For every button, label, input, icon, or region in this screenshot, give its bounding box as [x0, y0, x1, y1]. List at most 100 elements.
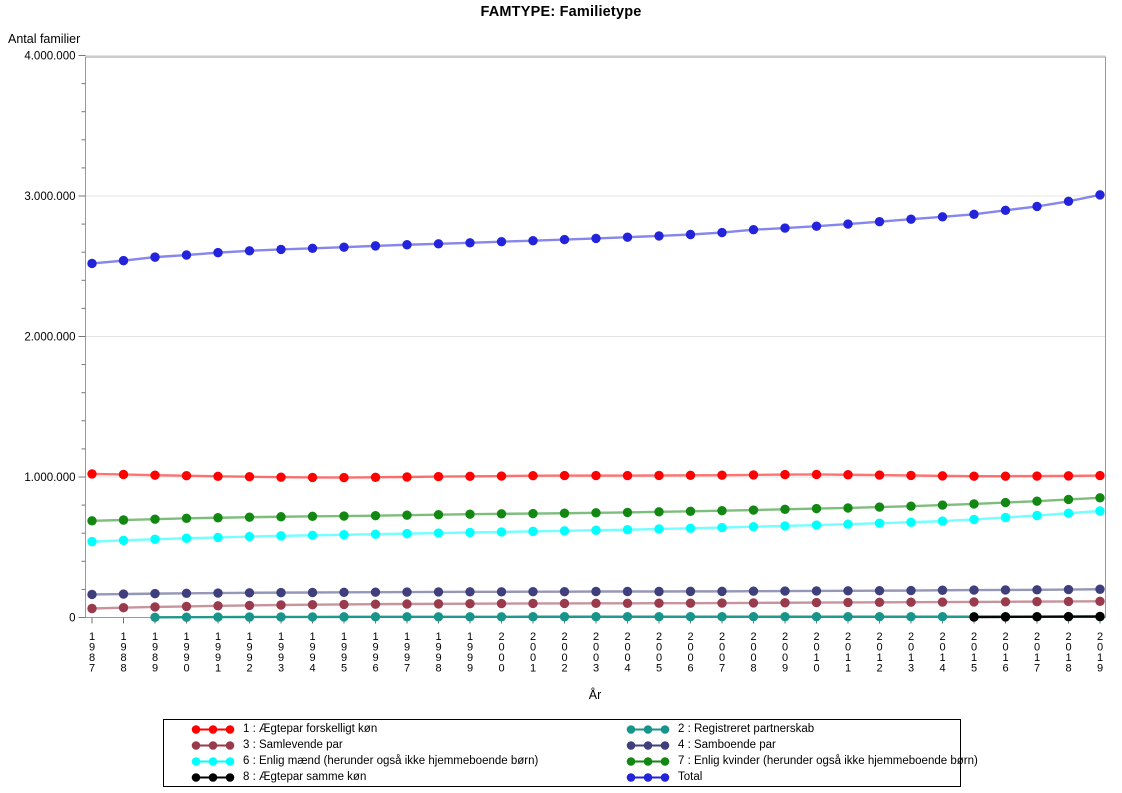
- series-marker-total: [528, 235, 538, 246]
- legend-marker-s4: [626, 740, 670, 750]
- series-marker-s4: [339, 587, 349, 598]
- series-marker-total: [937, 212, 948, 222]
- series-marker-s1: [1063, 471, 1074, 481]
- series-marker-total: [874, 217, 885, 227]
- series-marker-total: [654, 231, 664, 241]
- series-marker-s7: [402, 510, 412, 520]
- series-marker-s3: [1000, 597, 1011, 607]
- series-marker-total: [622, 232, 633, 242]
- legend-label-s3: 3 : Samlevende par: [243, 739, 343, 751]
- series-marker-s7: [181, 513, 192, 524]
- series-marker-total: [433, 239, 444, 249]
- series-marker-s4: [496, 587, 507, 597]
- series-marker-s6: [874, 518, 885, 528]
- series-marker-s4: [780, 586, 790, 596]
- series-marker-s3: [370, 599, 381, 609]
- series-marker-s1: [528, 471, 538, 481]
- legend-item-s2: 2 : Registreret partnerskab: [625, 721, 978, 737]
- series-marker-s2: [559, 612, 570, 622]
- series-marker-total: [843, 219, 853, 229]
- svg-text:3.000.000: 3.000.000: [24, 191, 75, 203]
- legend-label-s6: 6 : Enlig mænd (herunder også ikke hjemm…: [243, 755, 539, 767]
- svg-text:2.000.000: 2.000.000: [24, 332, 75, 344]
- legend: 1 : Ægtepar forskelligt køn 3 : Samlevend…: [163, 719, 978, 787]
- series-marker-s2: [874, 611, 885, 622]
- series-marker-total: [465, 238, 475, 248]
- series-marker-s1: [591, 470, 601, 481]
- series-marker-s6: [402, 528, 412, 539]
- series-marker-s1: [118, 469, 129, 480]
- series-marker-s7: [748, 505, 759, 515]
- series-marker-s3: [559, 598, 570, 609]
- series-marker-s6: [937, 516, 948, 526]
- series-marker-s6: [496, 527, 507, 537]
- series-marker-s3: [213, 601, 223, 611]
- series-marker-s7: [969, 499, 979, 509]
- series-marker-s6: [1063, 508, 1074, 518]
- series-marker-total: [307, 243, 318, 253]
- series-marker-s6: [717, 522, 727, 533]
- series-marker-s6: [433, 528, 444, 538]
- series-marker-s3: [969, 597, 979, 607]
- series-marker-s4: [1063, 584, 1074, 595]
- series-marker-total: [213, 247, 223, 258]
- series-marker-s1: [906, 470, 916, 481]
- series-line-total: [91, 193, 1101, 265]
- series-marker-s2: [496, 612, 507, 622]
- legend-item-s8: 8 : Ægtepar samme køn: [190, 769, 625, 785]
- series-marker-s8: [1063, 611, 1074, 622]
- series-marker-s1: [181, 471, 192, 481]
- series-marker-s1: [622, 470, 633, 481]
- series-marker-s1: [811, 469, 822, 480]
- series-marker-total: [780, 223, 790, 233]
- series-marker-s3: [496, 598, 507, 609]
- series-marker-s6: [559, 526, 570, 536]
- series-marker-s7: [87, 516, 97, 526]
- series-marker-s7: [874, 502, 885, 512]
- series-marker-s6: [118, 535, 129, 546]
- series-marker-s7: [717, 506, 727, 516]
- legend-item-s7: 7 : Enlig kvinder (herunder også ikke hj…: [625, 753, 978, 769]
- legend-label-s7: 7 : Enlig kvinder (herunder også ikke hj…: [678, 755, 978, 767]
- series-marker-s1: [969, 471, 979, 481]
- series-marker-s1: [244, 472, 255, 482]
- series-marker-s1: [1000, 471, 1011, 481]
- series-marker-s4: [937, 585, 948, 595]
- series-marker-s2: [213, 612, 223, 622]
- series-marker-s3: [307, 600, 318, 610]
- series-marker-s3: [717, 598, 727, 608]
- series-marker-s1: [402, 472, 412, 482]
- series-marker-s7: [150, 514, 160, 524]
- series-marker-s6: [843, 519, 853, 529]
- line-chart-plot-area: 0 1.000.000 2.000.000 3.000.000 4.000.000 1 9 8…: [24, 51, 1106, 675]
- series-marker-s2: [937, 612, 948, 622]
- svg-text:4.000.000: 4.000.000: [24, 51, 75, 63]
- series-marker-s2: [622, 612, 633, 622]
- series-marker-s1: [654, 470, 664, 481]
- series-marker-s2: [307, 612, 318, 622]
- series-marker-s7: [339, 511, 349, 521]
- series-marker-s1: [276, 472, 286, 482]
- series-marker-s6: [748, 522, 759, 532]
- series-marker-s1: [213, 471, 223, 481]
- series-marker-s6: [811, 520, 822, 530]
- series-marker-s3: [528, 598, 538, 609]
- series-marker-s6: [1032, 510, 1042, 521]
- series-marker-s1: [150, 470, 160, 480]
- series-marker-s6: [276, 531, 286, 541]
- series-marker-s4: [1095, 584, 1105, 594]
- series-marker-s6: [969, 514, 979, 525]
